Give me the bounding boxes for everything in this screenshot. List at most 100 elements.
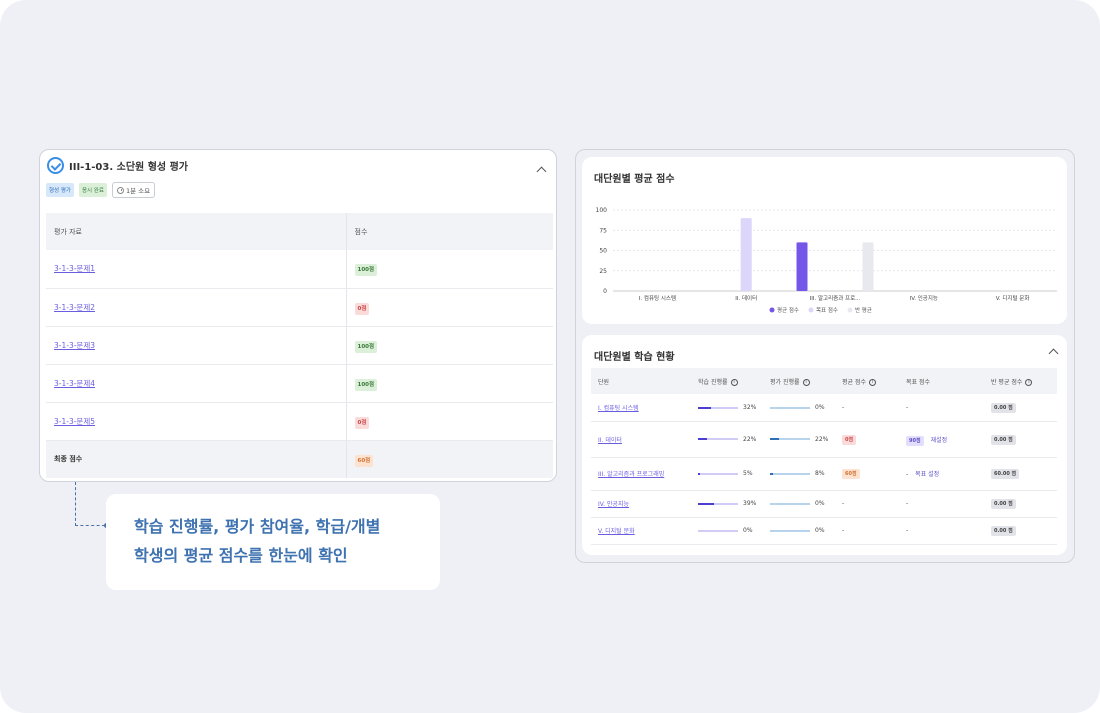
unit-link[interactable]: III. 알고리즘과 프로그래밍 xyxy=(598,471,665,478)
x-tick-label: IV. 인공지능 xyxy=(910,294,938,302)
total-row: 최종 점수 60점 xyxy=(46,440,553,478)
avg-score-value: - xyxy=(842,500,845,507)
score-badge: 100점 xyxy=(354,264,378,277)
column-header-class-avg: 반 평균 점수 i xyxy=(984,368,1057,394)
eval-progress-cell: 0% xyxy=(763,490,835,518)
target-score-value: - xyxy=(906,471,909,478)
column-label: 학습 진행률 xyxy=(698,378,728,386)
table-row: 3-1-3-문제4 100점 xyxy=(46,364,553,403)
x-tick-label: V. 디지털 문화 xyxy=(996,294,1030,302)
column-label: 목표 점수 xyxy=(906,378,930,386)
info-icon[interactable]: i xyxy=(802,378,810,386)
column-header-eval-progress: 평가 진행률 i xyxy=(763,368,835,394)
score-badge: 0점 xyxy=(354,302,370,315)
progress-value: 0% xyxy=(743,527,753,535)
table-row: V. 디지털 문화 0% 0% - - 0.00 점 xyxy=(591,517,1057,545)
eval-progress-bar-fill xyxy=(770,472,774,475)
progress-bar-fill xyxy=(698,502,714,505)
avg-score-badge: 60점 xyxy=(842,469,860,479)
info-icon[interactable]: i xyxy=(869,378,876,386)
legend-marker xyxy=(769,307,775,313)
target-score-cell: 90점 재설정 xyxy=(899,421,984,458)
table-row: 3-1-3-문제2 0점 xyxy=(46,288,553,327)
table-row: IV. 인공지능 39% 0% - - 0.00 점 xyxy=(591,490,1057,518)
eval-progress-cell: 22% xyxy=(763,421,835,458)
progress-bar-fill xyxy=(698,406,711,409)
assessment-status-badge: 응시 완료 xyxy=(79,183,107,197)
callout-text: 학습 진행률, 평가 참여율, 학급/개별 학생의 평균 점수를 한눈에 확인 xyxy=(134,512,434,570)
column-label: 단원 xyxy=(598,378,610,386)
unit-cell: I. 컴퓨팅 시스템 xyxy=(591,394,691,422)
collapse-chevron-up-icon[interactable] xyxy=(1048,347,1058,357)
feature-callout: 학습 진행률, 평가 참여율, 학급/개별 학생의 평균 점수를 한눈에 확인 xyxy=(106,494,440,590)
target-score-value: - xyxy=(906,527,909,534)
material-cell: 3-1-3-문제5 xyxy=(46,402,346,441)
x-tick-label: III. 알고리즘과 프로... xyxy=(810,294,861,302)
x-tick-label: I. 컴퓨팅 시스템 xyxy=(639,294,676,302)
unit-link[interactable]: V. 디지털 문화 xyxy=(598,528,635,535)
progress-bar xyxy=(698,529,738,532)
assessment-badges: 형성 평가 응시 완료 1분 소요 xyxy=(46,182,156,198)
target-score-badge: 90점 xyxy=(906,435,924,446)
eval-progress-bar xyxy=(770,438,810,441)
problem-link[interactable]: 3-1-3-문제5 xyxy=(54,416,96,426)
total-label: 최종 점수 xyxy=(46,440,346,478)
unit-link[interactable]: I. 컴퓨팅 시스템 xyxy=(598,404,639,412)
problem-link[interactable]: 3-1-3-문제2 xyxy=(54,302,96,312)
legend-marker xyxy=(808,307,814,313)
target-score-cell: - 목표 설정 xyxy=(899,457,984,491)
target-setting-link[interactable]: 목표 설정 xyxy=(915,471,940,478)
unit-cell: II. 데이터 xyxy=(591,421,691,458)
avg-score-badge: 0점 xyxy=(842,434,857,445)
y-tick-label: 50 xyxy=(599,248,607,255)
y-tick-label: 0 xyxy=(603,288,607,295)
eval-progress-bar xyxy=(770,502,810,505)
table-row: I. 컴퓨팅 시스템 32% 0% - - 0.00 점 xyxy=(591,394,1057,422)
progress-cell: 0% xyxy=(691,517,763,545)
assessment-header: III-1-03. 소단원 형성 평가 xyxy=(47,157,549,177)
progress-bar xyxy=(698,406,738,409)
unit-link[interactable]: IV. 인공지능 xyxy=(598,501,629,508)
column-label: 평균 점수 xyxy=(842,378,866,386)
class-avg-badge: 0.00 점 xyxy=(991,434,1016,445)
class-avg-badge: 60.00 점 xyxy=(991,469,1020,479)
average-score-chart-card: 대단원별 평균 점수 0 25 50 75 100 I. 컴퓨팅 시스템 II. 데이터 II… xyxy=(582,157,1067,324)
material-cell: 3-1-3-문제2 xyxy=(46,288,346,327)
class-avg-cell: 0.00 점 xyxy=(984,394,1057,422)
callout-line: 학습 진행률, 평가 참여율, 학급/개별 xyxy=(134,517,381,536)
score-badge: 0점 xyxy=(354,416,370,429)
material-cell: 3-1-3-문제3 xyxy=(46,326,346,365)
time-spent-label: 1분 소요 xyxy=(126,187,151,195)
progress-value: 22% xyxy=(743,435,757,443)
score-cell: 100점 xyxy=(345,250,553,289)
target-score-cell: - xyxy=(899,490,984,518)
eval-progress-value: 0% xyxy=(815,527,825,535)
class-avg-badge: 0.00 점 xyxy=(991,526,1016,536)
column-label: 평가 진행률 xyxy=(770,378,800,386)
problem-link[interactable]: 3-1-3-문제1 xyxy=(54,264,96,274)
unit-cell: IV. 인공지능 xyxy=(591,490,691,518)
table-row: 3-1-3-문제3 100점 xyxy=(46,326,553,365)
progress-value: 39% xyxy=(743,500,757,508)
score-badge: 100점 xyxy=(354,378,378,391)
target-setting-link[interactable]: 재설정 xyxy=(930,436,948,444)
collapse-chevron-up-icon[interactable] xyxy=(536,165,546,175)
class-avg-cell: 0.00 점 xyxy=(984,517,1057,545)
unit-link[interactable]: II. 데이터 xyxy=(598,436,622,444)
progress-bar xyxy=(698,438,738,441)
problem-link[interactable]: 3-1-3-문제3 xyxy=(54,340,96,350)
learning-status-table: 단원 학습 진행률 i 평가 진행률 i 평균 점수 i 목표 점수 반 평균 점수 i… xyxy=(591,368,1057,545)
assessment-title: III-1-03. 소단원 형성 평가 xyxy=(69,162,188,173)
info-icon[interactable]: i xyxy=(1025,378,1033,386)
status-card-title: 대단원별 학습 현황 xyxy=(594,352,675,363)
bar-목표 점수 xyxy=(740,218,752,291)
table-row: 3-1-3-문제1 100점 xyxy=(46,250,553,289)
column-header-material: 평가 자료 xyxy=(46,213,346,250)
info-icon[interactable]: i xyxy=(730,378,738,386)
class-avg-cell: 60.00 점 xyxy=(984,457,1057,491)
problem-link[interactable]: 3-1-3-문제4 xyxy=(54,378,96,388)
time-spent-badge: 1분 소요 xyxy=(112,182,156,198)
y-tick-label: 100 xyxy=(596,207,608,214)
connector-line xyxy=(75,482,76,526)
